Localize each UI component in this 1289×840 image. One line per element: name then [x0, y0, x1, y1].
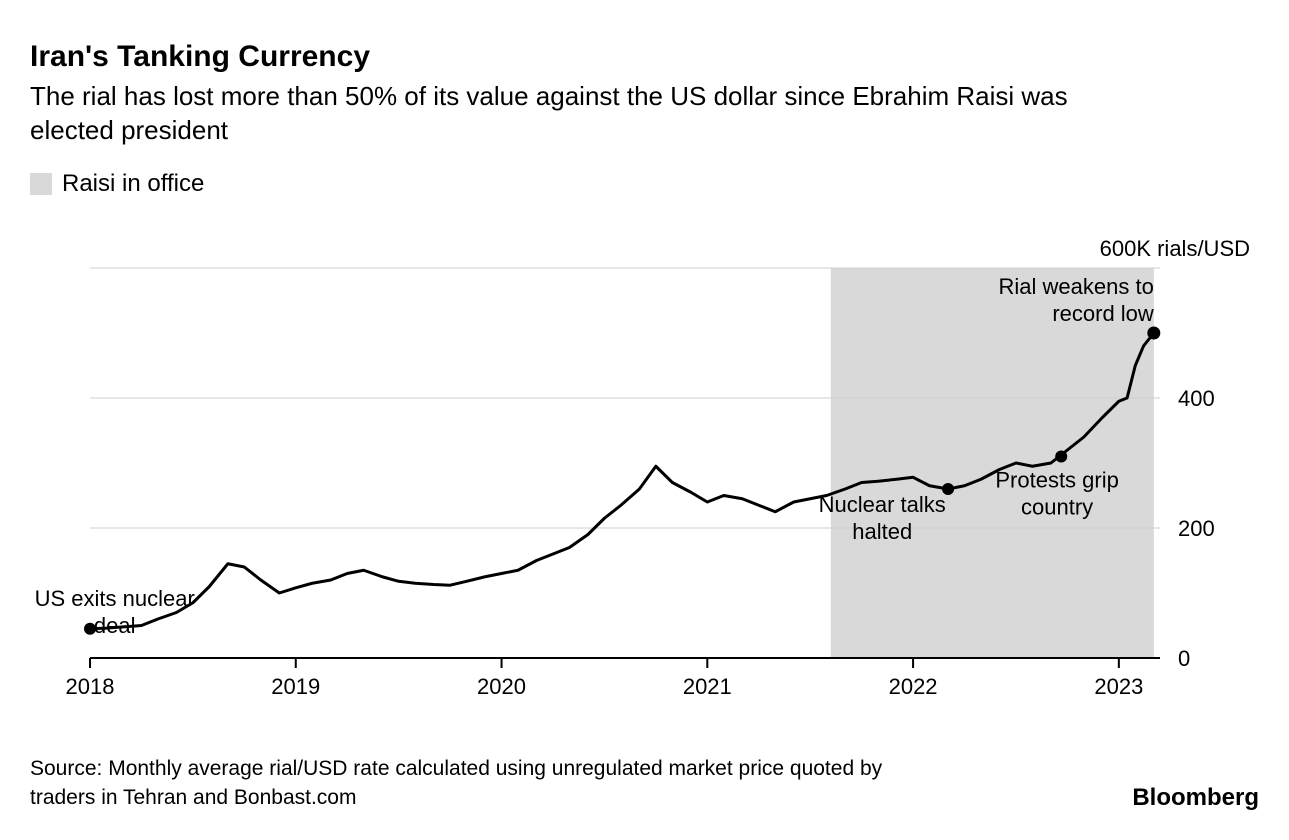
annotation-text: deal — [94, 613, 136, 638]
annotation-text: US exits nuclear — [35, 586, 195, 611]
y-tick-label: 0 — [1178, 646, 1190, 671]
legend-label: Raisi in office — [62, 170, 204, 198]
x-tick-label: 2022 — [889, 674, 938, 698]
annotation-text: record low — [1052, 301, 1154, 326]
data-marker — [1147, 326, 1160, 339]
legend-swatch — [30, 173, 52, 195]
annotation-text: halted — [852, 518, 912, 543]
line-chart: 2018 2019 2020 2021 2022 2023 0 200 400 600K rial… — [30, 228, 1250, 698]
annotation-text: Protests grip — [995, 467, 1119, 492]
annotation-text: Rial weakens to — [999, 274, 1154, 299]
data-marker — [1055, 450, 1067, 462]
shaded-region — [831, 268, 1154, 658]
legend: Raisi in office — [30, 170, 1259, 198]
y-tick-label: 200 — [1178, 516, 1215, 541]
annotation-text: country — [1021, 494, 1093, 519]
y-tick-label: 400 — [1178, 386, 1215, 411]
x-tick-label: 2021 — [683, 674, 732, 698]
x-tick-label: 2019 — [271, 674, 320, 698]
x-tick-label: 2018 — [66, 674, 115, 698]
brand-label: Bloomberg — [1132, 784, 1259, 812]
y-top-label: 600K rials/USD — [1100, 236, 1250, 261]
source-text: Source: Monthly average rial/USD rate ca… — [30, 755, 910, 812]
annotation-text: Nuclear talks — [819, 491, 946, 516]
chart-area: 2018 2019 2020 2021 2022 2023 0 200 400 600K rial… — [30, 228, 1250, 698]
chart-subtitle: The rial has lost more than 50% of its v… — [30, 80, 1080, 148]
chart-title: Iran's Tanking Currency — [30, 40, 1259, 74]
x-tick-label: 2020 — [477, 674, 526, 698]
x-tick-label: 2023 — [1094, 674, 1143, 698]
